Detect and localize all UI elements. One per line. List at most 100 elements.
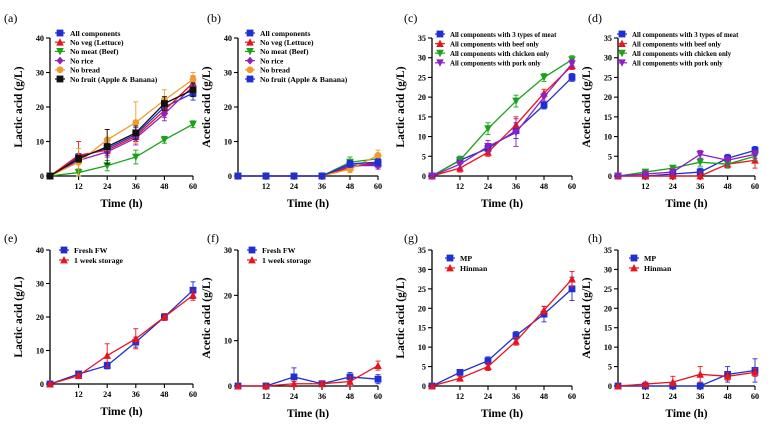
legend-label: No veg (Lettuce) (260, 38, 314, 47)
data-point (290, 373, 298, 381)
data-point (75, 155, 82, 163)
series-line (49, 78, 194, 177)
y-axis-title: Acetic acid (g/L) (201, 277, 213, 358)
legend-marker (436, 59, 444, 67)
y-axis-title: Lactic acid (g/L) (13, 276, 25, 357)
x-tick-label: 12 (641, 392, 649, 401)
data-point (568, 60, 576, 68)
panel-label: (h) (588, 231, 602, 245)
x-tick-label: 12 (262, 392, 270, 401)
x-axis-title: Time (h) (287, 408, 329, 420)
series-line (49, 82, 194, 177)
panel-label: (d) (588, 11, 602, 25)
legend-marker (248, 256, 256, 264)
y-tick-label: 20 (418, 93, 426, 102)
y-tick-label: 0 (228, 172, 232, 181)
data-point (290, 172, 298, 180)
legend-label: All components with pork only (450, 61, 541, 68)
data-point (751, 150, 759, 159)
data-point (696, 172, 704, 180)
y-tick-label: 25 (604, 73, 612, 82)
y-tick-label: 0 (40, 172, 44, 181)
legend-label: All components with pork only (632, 61, 723, 68)
series-2 (428, 270, 576, 390)
series-3 (428, 55, 576, 180)
panel-f: (f) 0 10 20 30 12 24 36 48 60 Time (h) Acetic acid … (201, 231, 382, 420)
x-tick-label: 36 (132, 390, 140, 399)
data-point (641, 170, 650, 179)
series-line (238, 376, 379, 387)
y-tick-label: 40 (36, 246, 44, 255)
data-point (318, 172, 326, 180)
x-tick-label: 48 (540, 182, 548, 191)
data-point (262, 172, 270, 180)
x-tick-label: 48 (724, 182, 732, 191)
series-line (238, 164, 378, 177)
x-axis-title: Time (h) (287, 198, 329, 210)
y-tick-label: 10 (604, 343, 612, 352)
series-line (617, 155, 756, 177)
x-tick-label: 48 (346, 182, 354, 191)
y-tick-label: 30 (418, 54, 426, 63)
series-2 (234, 360, 382, 390)
series-1 (428, 73, 576, 180)
y-tick-label: 30 (36, 280, 44, 289)
legend-marker (60, 246, 68, 254)
legend-label: Hinman (460, 264, 488, 273)
data-point (428, 382, 436, 390)
y-tick-label: 40 (224, 34, 232, 43)
data-point (132, 119, 140, 126)
y-tick-label: 0 (608, 172, 612, 181)
series-line (431, 278, 573, 387)
legend-marker (246, 38, 254, 46)
data-point (428, 172, 436, 180)
x-tick-label: 12 (75, 390, 83, 399)
series-line (617, 153, 756, 177)
data-point (262, 382, 270, 390)
y-tick-label: 30 (224, 246, 232, 255)
data-point (614, 382, 622, 390)
x-axis-title: Time (h) (481, 198, 523, 210)
y-tick-label: 20 (36, 313, 44, 322)
legend-label: No rice (70, 56, 94, 65)
x-tick-label: 24 (484, 182, 492, 191)
data-point (512, 129, 520, 137)
data-point (456, 374, 464, 382)
series-1 (46, 281, 197, 388)
legend-label: No fruit (Apple & Banana) (260, 75, 348, 84)
x-tick-label: 60 (751, 392, 759, 401)
legend-label: No bread (260, 66, 291, 75)
x-tick-label: 24 (103, 182, 111, 191)
series-1 (428, 276, 576, 390)
y-tick-label: 0 (608, 382, 612, 391)
y-tick-label: 20 (604, 93, 612, 102)
panel-g: (g) 0 5 10 15 20 25 30 35 12 24 36 48 60 Time (h) Lacti… (395, 231, 576, 420)
legend-marker (630, 264, 638, 272)
panel-b: (b) 0 10 20 30 40 12 24 36 48 60 Time (h) Acetic aci… (201, 11, 382, 210)
data-point (160, 136, 169, 144)
legend-marker (56, 75, 64, 83)
data-point (318, 379, 326, 388)
data-point (540, 101, 548, 109)
data-point (132, 334, 140, 343)
y-tick-label: 35 (604, 246, 612, 255)
series-line (238, 161, 379, 177)
data-point (456, 160, 464, 169)
data-point (696, 158, 704, 167)
x-tick-label: 60 (568, 182, 576, 191)
data-point (234, 382, 242, 390)
y-axis-title: Lactic acid (g/L) (13, 66, 25, 147)
series-line (49, 89, 194, 177)
data-point (103, 351, 111, 359)
legend-label: No meat (Beef) (260, 47, 309, 56)
x-tick-label: 36 (318, 392, 326, 401)
y-axis-title: Lactic acid (g/L) (395, 66, 407, 147)
x-tick-label: 36 (132, 182, 140, 191)
x-tick-label: 12 (456, 182, 464, 191)
y-tick-label: 5 (608, 363, 612, 372)
y-tick-label: 30 (36, 69, 44, 78)
legend-marker (618, 39, 626, 47)
legend-marker (436, 39, 444, 47)
series-4 (614, 149, 759, 180)
y-tick-label: 10 (36, 347, 44, 356)
